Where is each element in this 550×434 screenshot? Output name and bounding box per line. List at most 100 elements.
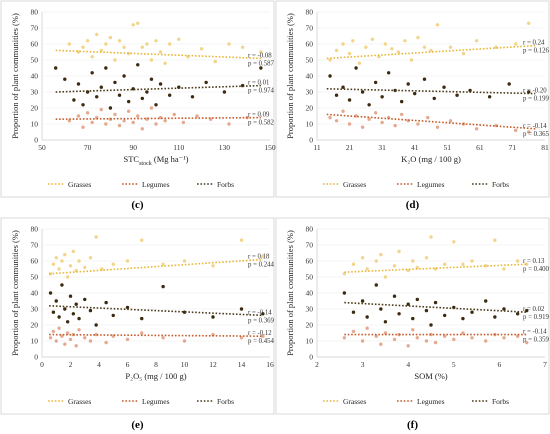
legend-label-grasses: Grasses [68, 180, 91, 189]
data-point-grasses [392, 264, 397, 268]
data-point-forbs [341, 85, 345, 89]
data-point-grasses [383, 275, 388, 279]
x-tick-label: 21 [346, 143, 354, 152]
data-point-legumes [393, 123, 397, 128]
data-point-grasses [474, 39, 479, 43]
data-point-grasses [429, 48, 433, 53]
data-point-legumes [484, 339, 488, 343]
y-tick-label: 10 [306, 120, 314, 129]
data-point-legumes [386, 115, 391, 120]
stat-p-forbs: p = 0.919 [523, 314, 550, 321]
data-point-legumes [424, 339, 429, 343]
data-point-grasses [125, 259, 130, 263]
data-point-legumes [117, 123, 122, 128]
data-point-legumes [406, 344, 410, 348]
data-point-grasses [422, 45, 427, 49]
data-point-grasses [357, 61, 362, 65]
stat-r-legumes: r = -0.12 [248, 330, 272, 337]
data-point-legumes [54, 339, 58, 343]
data-point-grasses [111, 262, 115, 266]
legend-label-legumes: Legumes [142, 180, 170, 189]
y-tick-label: 50 [31, 56, 39, 65]
y-tick-label: 30 [31, 305, 39, 314]
data-point-forbs [48, 291, 53, 295]
data-point-forbs [415, 297, 420, 302]
data-point-forbs [373, 80, 378, 85]
data-point-forbs [167, 93, 172, 97]
data-point-grasses [213, 59, 217, 64]
data-point-forbs [71, 312, 76, 316]
data-point-legumes [140, 127, 145, 131]
data-point-legumes [227, 122, 231, 126]
series-legumes [48, 326, 265, 348]
data-point-legumes [74, 344, 78, 348]
x-tick-label: 50 [38, 143, 46, 152]
legend-label-forbs: Forbs [217, 180, 234, 189]
data-point-grasses [227, 42, 231, 46]
data-point-forbs [360, 90, 365, 94]
data-point-legumes [470, 336, 474, 340]
data-point-forbs [386, 71, 391, 75]
panel-label: (f) [407, 419, 418, 431]
x-axis-title-main: SOM (%) [414, 371, 447, 381]
y-tick-label: 50 [306, 273, 314, 282]
data-point-legumes [433, 340, 438, 345]
x-tick-label: 110 [173, 143, 184, 152]
data-point-legumes [131, 120, 135, 125]
data-point-forbs [397, 312, 401, 316]
data-point-legumes [182, 339, 187, 343]
trendline-grasses [326, 44, 536, 60]
legend-label-forbs: Forbs [217, 397, 234, 406]
data-point-legumes [76, 114, 81, 118]
data-point-legumes [99, 107, 103, 112]
x-tick-label: 12 [209, 360, 217, 369]
x-axis-title: P₂O₅ (mg / 100 g) [125, 371, 186, 381]
legend: Grasses Legumes Forbs [48, 397, 234, 406]
stat-r-grasses: r = 0.13 [523, 258, 545, 265]
x-axis-title-unit: (Mg ha⁻¹) [152, 154, 189, 164]
data-point-grasses [54, 256, 58, 260]
panel-frame [275, 0, 550, 198]
panel-d: 0 10 20 30 40 50 60 70 80 11 21 31 41 51 61 71 81 Proport… [275, 0, 550, 211]
data-point-forbs [493, 315, 497, 319]
data-point-forbs [470, 310, 474, 314]
data-point-forbs [342, 291, 347, 295]
data-point-legumes [48, 336, 53, 340]
data-point-forbs [261, 312, 265, 316]
data-point-forbs [442, 85, 446, 89]
data-point-forbs [334, 93, 339, 97]
x-tick-label: 8 [154, 360, 158, 369]
x-tick-label: 11 [313, 143, 320, 152]
stat-p-grasses: p = 0.400 [523, 266, 550, 273]
data-point-grasses [108, 35, 113, 40]
stat-p-grasses: p = 0.126 [523, 48, 550, 55]
stat-p-legumes: p = 0.365 [523, 131, 550, 138]
data-point-legumes [172, 112, 176, 117]
data-point-grasses [452, 240, 456, 244]
data-point-legumes [122, 119, 126, 123]
data-point-forbs [140, 316, 144, 321]
data-point-grasses [334, 48, 339, 53]
data-point-forbs [380, 95, 384, 99]
legend-label-grasses: Grasses [343, 397, 366, 406]
data-point-grasses [131, 23, 135, 27]
y-tick-label: 80 [31, 8, 39, 17]
data-point-legumes [416, 122, 420, 126]
data-point-forbs [108, 106, 113, 110]
data-point-forbs [99, 85, 103, 89]
data-point-forbs [177, 85, 181, 89]
x-tick-label: 6 [498, 360, 502, 369]
y-tick-label: 60 [306, 40, 314, 49]
y-tick-label: 30 [306, 305, 314, 314]
stat-p-legumes: p = 0.454 [248, 338, 275, 345]
x-tick-label: 2 [69, 360, 73, 369]
data-point-grasses [525, 262, 529, 266]
data-point-forbs [63, 77, 67, 81]
y-axis-title: Proportion of plant communities (%) [285, 230, 295, 356]
data-point-forbs [484, 299, 488, 303]
y-tick-label: 70 [306, 241, 314, 250]
y-tick-label: 40 [306, 289, 314, 298]
stat-p-forbs: p = 0.199 [523, 96, 550, 103]
data-point-legumes [63, 342, 67, 346]
